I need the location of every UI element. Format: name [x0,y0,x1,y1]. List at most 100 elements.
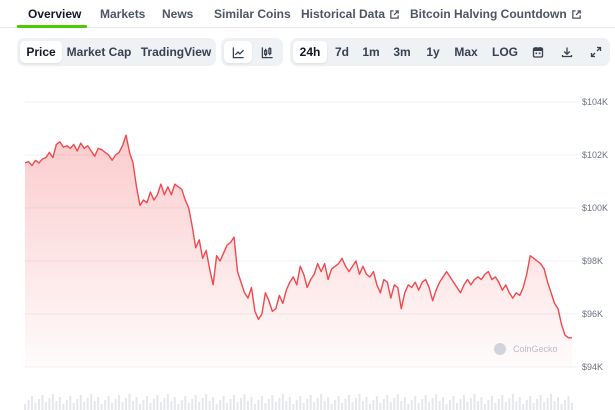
volume-bar [205,394,208,410]
volume-bar [187,403,190,410]
coingecko-logo-icon [494,343,506,355]
watermark-text: CoinGecko [513,344,558,354]
volume-bar [560,404,563,410]
volume-bar [159,402,162,410]
volume-bar [327,397,330,410]
volume-bar [344,399,347,410]
range-3m-tab[interactable]: 3m [393,45,411,59]
volume-bar [201,398,204,410]
volume-bar [128,394,131,410]
volume-bar [462,395,465,410]
volume-bar [480,397,483,410]
volume-bar [466,402,469,410]
volume-bar [121,402,124,410]
tab-news[interactable]: News [162,7,194,21]
volume-bar [483,404,486,410]
volume-bar [41,395,44,410]
volume-bar [522,404,525,410]
tab-markets[interactable]: Markets [100,7,146,21]
volume-bar [135,397,138,410]
volume-bar [532,403,535,410]
tab-overview[interactable]: Overview [28,7,82,21]
volume-bar [170,401,173,410]
volume-bar [494,403,497,410]
volume-bar [278,398,281,410]
y-tick-label: $94K [582,362,603,372]
volume-bar [292,404,295,410]
volume-bar [476,401,479,410]
volume-bar [30,396,33,410]
volume-bar [152,399,155,410]
volume-bar [557,397,560,410]
volume-bar [267,399,270,410]
range-24h-tab[interactable]: 24h [293,41,327,63]
volume-bar [459,399,462,410]
tab-bitcoin-halving-countdown[interactable]: Bitcoin Halving Countdown [410,7,582,21]
range-1m-tab[interactable]: 1m [362,45,380,59]
market-cap-tab[interactable]: Market Cap [66,45,132,59]
volume-bar [250,397,253,410]
volume-bar [414,396,417,410]
range-7d-tab[interactable]: 7d [334,45,349,59]
volume-bar [264,403,267,410]
volume-bar [295,400,298,410]
volume-bar [428,402,431,410]
y-tick-label: $100K [582,203,608,213]
candlestick-chart-button[interactable] [253,41,281,63]
expand-button[interactable] [582,41,610,63]
volume-bar [229,399,232,410]
active-tab-indicator [17,25,87,28]
coingecko-watermark: CoinGecko [494,343,558,355]
date-range-button[interactable] [524,41,552,63]
volume-bar [396,394,399,410]
price-tab[interactable]: Price [20,41,62,63]
tab-similar-coins[interactable]: Similar Coins [214,7,291,21]
volume-bar [48,398,51,410]
volume-bar [571,403,573,410]
volume-bar [515,401,518,410]
volume-bar [316,398,319,410]
volume-bar [125,398,128,410]
volume-bar [233,395,236,410]
volume-bar [354,398,357,410]
volume-bar [323,401,326,410]
volume-bar [302,403,305,410]
tradingview-tab[interactable]: TradingView [140,45,212,59]
expand-icon [590,46,602,58]
volume-bar [452,396,455,410]
volume-bar [51,394,54,410]
line-chart-button[interactable] [224,41,252,63]
time-range-toggle-group: 24h 7d 1m 3m 1y Max LOG [290,38,610,66]
line-chart-icon [232,46,244,58]
volume-bar [215,404,218,410]
volume-bar [149,403,152,410]
price-area [25,135,572,367]
volume-bar [469,398,472,410]
price-chart[interactable]: $94K $96K $98K $100K $102K $104K CoinGecko [0,80,615,410]
volume-bar [320,394,323,410]
y-tick-label: $98K [582,256,603,266]
top-navigation: Overview Markets News Similar Coins Hist… [0,0,615,28]
volume-bar [341,403,344,410]
volume-bar [281,394,284,410]
volume-bar [445,404,448,410]
volume-bar [257,400,260,410]
range-1y-tab[interactable]: 1y [426,45,440,59]
tab-historical-data[interactable]: Historical Data [301,7,400,21]
volume-bar [76,399,79,410]
volume-bars [24,394,573,410]
range-max-tab[interactable]: Max [454,45,478,59]
volume-bar [79,395,82,410]
volume-bar [243,394,246,410]
tab-bitcoin-halving-countdown-label: Bitcoin Halving Countdown [410,7,567,21]
volume-bar [382,399,385,410]
volume-bar [424,395,427,410]
volume-bar [55,401,58,410]
log-scale-toggle[interactable]: LOG [492,45,518,59]
volume-bar [212,397,215,410]
volume-bar [104,400,107,410]
volume-bar [288,397,291,410]
volume-bar [536,399,539,410]
external-link-icon [571,10,581,19]
download-button[interactable] [553,41,581,63]
